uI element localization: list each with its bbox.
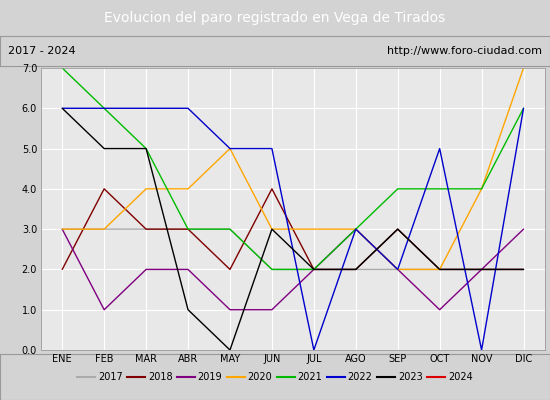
Text: http://www.foro-ciudad.com: http://www.foro-ciudad.com: [387, 46, 542, 56]
Text: Evolucion del paro registrado en Vega de Tirados: Evolucion del paro registrado en Vega de…: [104, 11, 446, 25]
Text: 2017 - 2024: 2017 - 2024: [8, 46, 76, 56]
Legend: 2017, 2018, 2019, 2020, 2021, 2022, 2023, 2024: 2017, 2018, 2019, 2020, 2021, 2022, 2023…: [74, 368, 476, 386]
